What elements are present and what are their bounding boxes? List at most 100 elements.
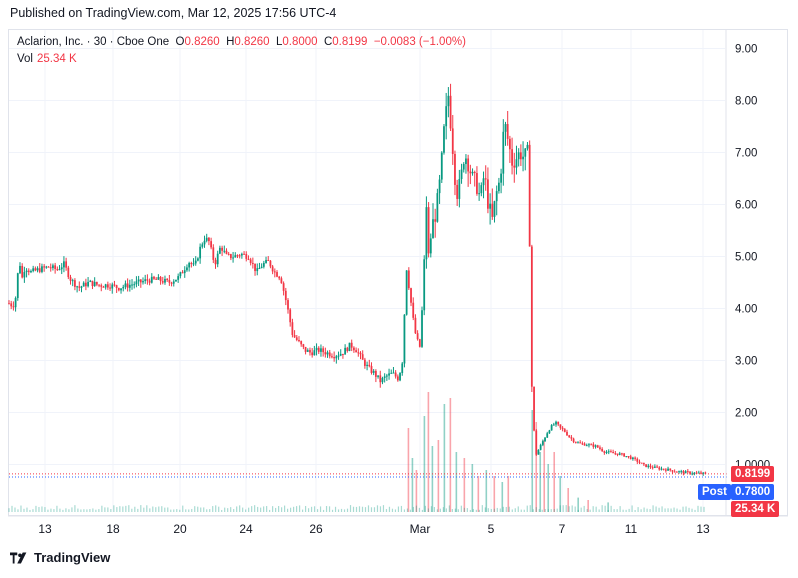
volume-bar [477,476,480,512]
volume-bar [316,509,319,512]
x-tick-label: 7 [559,522,566,536]
volume-bar [508,506,510,512]
grid [9,30,725,512]
candle-body [102,286,105,288]
candle-body [287,300,289,310]
candle-body [438,179,441,194]
volume-bar [448,505,450,512]
volume-bar [8,508,10,512]
volume-bar [424,505,427,512]
volume-bar [406,508,409,512]
candle-body [390,372,393,374]
candle-body [27,270,30,273]
volume-bar [535,507,537,512]
volume-bar [658,507,660,512]
volume-bar [676,508,678,512]
volume-bar [310,506,313,512]
candle-body [205,237,208,241]
candle-body [526,144,529,149]
candle-body [333,357,336,359]
volume-bar [601,505,603,512]
candle-body [192,263,195,265]
volume-bar [236,506,238,512]
candle-body [491,203,494,217]
volume-bar [520,509,522,512]
candle-body [131,284,133,286]
low-value: 0.8000 [282,36,318,48]
volume-bar [703,506,705,512]
volume-bar [685,506,687,512]
volume-bar [65,508,67,512]
candle-body [495,191,498,202]
volume-bar [185,509,187,512]
candle-body [480,185,483,194]
volume-bar [538,509,540,512]
volume-bar [182,505,184,512]
volume-bar [463,507,465,512]
candle-body [183,270,186,274]
candle-body [262,262,265,267]
volume-bar [567,488,569,512]
volume-bar [197,506,199,512]
candle-body [508,138,511,150]
volume-bar [307,508,310,512]
candle-body [460,169,463,179]
candle-body [607,451,610,453]
high-value: 0.8260 [234,36,270,48]
candle-body [150,276,153,283]
candle-body [383,376,386,378]
candle-body [117,288,120,291]
candle-body [579,442,582,444]
volume-bar [50,508,52,512]
candle-body [684,471,687,474]
candle-body [489,203,492,209]
volume-bar [466,508,468,512]
candle-body [258,268,261,270]
volume-bar [580,507,582,512]
volume-bar [47,509,49,512]
time-axis: 13 18 20 24 26 Mar 5 7 11 13 [38,522,710,536]
candle-body [394,372,397,377]
volume-bar [194,506,196,512]
candle-body [199,246,202,259]
candle-body [528,144,531,247]
last-price-badge: 0.8199 [731,466,775,482]
candle-body [218,247,221,254]
candle-body [271,266,274,272]
candle-body [278,276,281,279]
volume-bar [83,509,85,512]
open-value: 0.8260 [184,36,220,48]
candle-body [284,290,287,301]
volume-bar [559,476,562,512]
candle-body [153,276,155,279]
candle-body [695,472,698,474]
volume-bar [167,507,169,512]
volume-bar [577,509,579,512]
volume-bar [499,508,501,512]
volume-bar [673,507,675,512]
candle-body [293,334,296,338]
candle-body [482,178,485,186]
volume-bar [592,506,594,512]
x-tick-label: Mar [410,522,431,536]
volume-label: Vol [17,53,33,65]
candle-body [45,266,48,268]
volume-bar [230,507,232,512]
candle-body [476,173,478,194]
volume-bar [287,508,289,512]
candle-body [34,268,37,271]
volume-bar [487,508,489,512]
volume-bar [493,476,496,512]
candle-body [41,266,43,272]
price-lines [8,30,788,517]
volume-bar [17,509,19,512]
candle-body [396,376,399,381]
candle-body [546,433,549,438]
y-tick-label: 3.00 [735,356,757,368]
volume-bar [364,507,367,512]
volume-bar [149,508,151,512]
candle-body [251,262,254,264]
volume-bar [607,509,609,512]
volume-bar [688,507,690,512]
